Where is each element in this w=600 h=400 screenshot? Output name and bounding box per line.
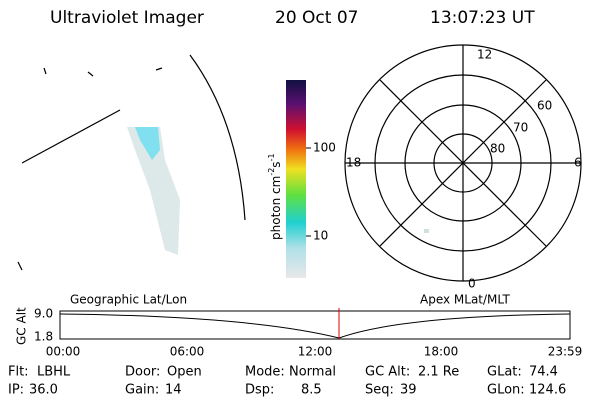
status-label: GLat: bbox=[487, 365, 522, 380]
status-label: Door: bbox=[125, 365, 160, 380]
y-tick-label: 1.8 bbox=[34, 330, 53, 344]
aurora-bright bbox=[135, 127, 160, 160]
status-value: Normal bbox=[289, 365, 336, 380]
limb-arc bbox=[189, 54, 246, 221]
y-tick-label: 9.0 bbox=[34, 307, 53, 321]
orbit-curve bbox=[59, 313, 571, 339]
colorbar-label: photon cm-2s-1 bbox=[267, 153, 283, 240]
status-value: 36.0 bbox=[29, 383, 58, 398]
time: 13:07:23 UT bbox=[430, 8, 535, 28]
status-value: LBHL bbox=[37, 365, 71, 380]
status-label: Flt: bbox=[8, 365, 29, 380]
status-label: GC Alt: bbox=[365, 365, 410, 380]
mlt-label: 12 bbox=[477, 48, 492, 62]
panel-title: Apex MLat/MLT bbox=[420, 293, 510, 307]
x-tick-label: 18:00 bbox=[424, 345, 459, 359]
y-axis-label: GC Alt bbox=[15, 307, 29, 345]
panel-title: Geographic Lat/Lon bbox=[70, 293, 187, 307]
orbit-frame bbox=[59, 310, 571, 340]
date: 20 Oct 07 bbox=[275, 8, 358, 28]
mlt-label: 6 bbox=[574, 156, 582, 170]
status-value: 74.4 bbox=[529, 365, 558, 380]
lat-label: 80 bbox=[490, 142, 505, 156]
aurora-faint bbox=[127, 127, 180, 255]
mlt-label: 18 bbox=[346, 156, 361, 170]
status-label: Seq: bbox=[365, 383, 394, 398]
status-value: 124.6 bbox=[529, 383, 566, 398]
aurora-spot bbox=[424, 229, 429, 233]
x-tick-label: 23:59 bbox=[548, 345, 583, 359]
meridian bbox=[379, 79, 547, 247]
status-value: Open bbox=[167, 365, 202, 380]
colorbar bbox=[286, 80, 306, 278]
image-panel bbox=[17, 54, 246, 271]
exponent: -1 bbox=[267, 153, 276, 161]
x-tick-label: 00:00 bbox=[46, 345, 81, 359]
unit: photon cm bbox=[269, 176, 283, 240]
status-label: Dsp: bbox=[245, 383, 274, 398]
status-bar: Flt: LBHL Door: Open Mode: Normal GC Alt: 2.1 R… bbox=[8, 365, 566, 398]
title: Ultraviolet Imager bbox=[50, 8, 204, 28]
status-value: 39 bbox=[400, 383, 417, 398]
unit: s bbox=[269, 161, 283, 167]
mlt-label: 0 bbox=[468, 277, 476, 291]
lat-label: 70 bbox=[513, 121, 528, 135]
status-label: IP: bbox=[8, 383, 24, 398]
x-tick-label: 12:00 bbox=[298, 345, 333, 359]
polar-grid bbox=[344, 44, 582, 282]
status-value: 8.5 bbox=[301, 383, 322, 398]
limb-fragments bbox=[17, 67, 163, 271]
x-tick-label: 06:00 bbox=[170, 345, 205, 359]
status-label: Mode: bbox=[245, 365, 285, 380]
status-value: 14 bbox=[165, 383, 182, 398]
colorbar-tick-label: 100 bbox=[313, 141, 336, 155]
exponent: -2 bbox=[267, 168, 276, 176]
colorbar-tick-label: 10 bbox=[313, 229, 328, 243]
lat-label: 60 bbox=[537, 99, 552, 113]
status-label: GLon: bbox=[487, 383, 525, 398]
limb-line bbox=[21, 109, 121, 164]
status-label: Gain: bbox=[125, 383, 159, 398]
status-value: 2.1 Re bbox=[418, 365, 459, 380]
